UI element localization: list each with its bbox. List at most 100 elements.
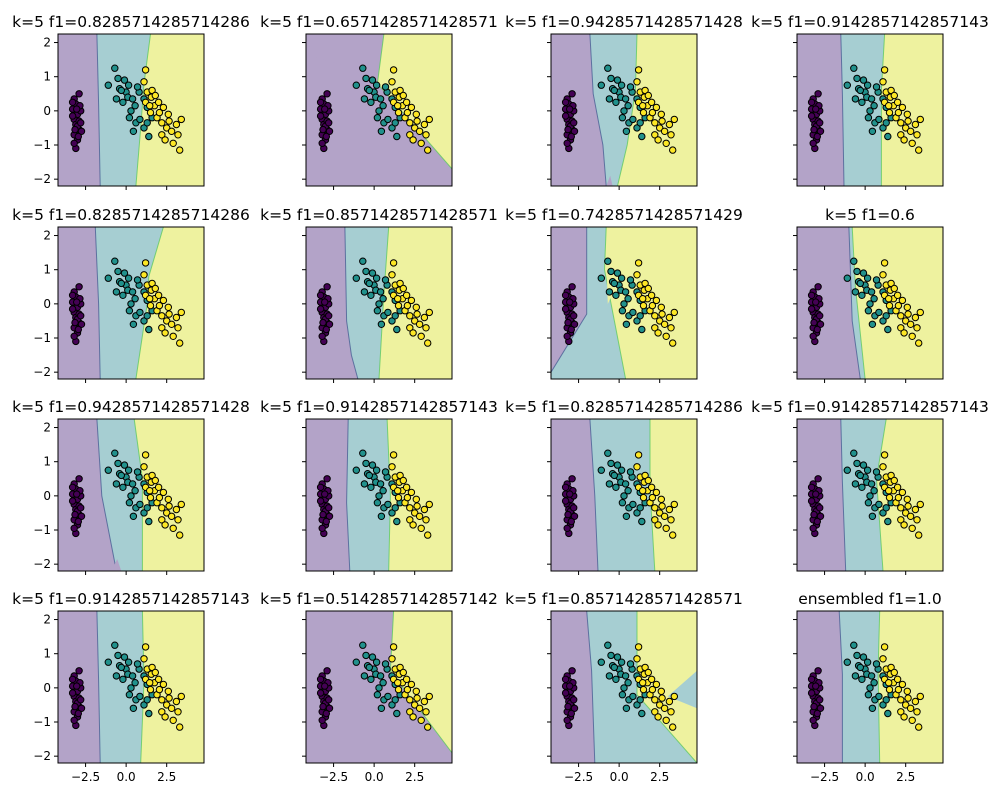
data-point — [884, 132, 892, 141]
data-point — [915, 531, 923, 539]
region-class-2 — [387, 419, 452, 571]
data-point — [563, 524, 571, 532]
data-point — [651, 504, 659, 512]
boundary-1-2 — [386, 419, 391, 571]
x-tick-label: 0.0 — [117, 770, 136, 784]
data-point — [140, 701, 148, 709]
data-point — [567, 709, 575, 718]
data-point — [654, 713, 662, 721]
data-point — [402, 291, 411, 299]
data-point — [887, 663, 895, 672]
data-point — [68, 675, 77, 683]
data-point — [657, 110, 665, 119]
data-point — [622, 127, 631, 136]
data-point — [322, 709, 330, 718]
data-point — [319, 318, 327, 327]
data-point — [406, 516, 414, 524]
data-point — [660, 704, 669, 712]
data-point — [146, 108, 155, 117]
subplot-title: k=5 f1=0.8285714285714286 — [505, 398, 743, 416]
decision-regions — [797, 419, 943, 571]
data-point — [71, 318, 79, 327]
data-point — [154, 675, 163, 683]
data-point — [163, 701, 171, 709]
data-point — [607, 651, 615, 660]
boundary-1-2 — [851, 227, 866, 379]
data-point — [626, 660, 635, 668]
data-point — [167, 512, 176, 520]
data-point — [394, 102, 402, 110]
data-point — [359, 257, 367, 265]
subplot-7: k=5 f1=0.7428571428571429 — [505, 206, 743, 383]
data-point — [908, 524, 916, 532]
data-point — [570, 512, 579, 520]
data-point — [612, 98, 620, 107]
boundary-1-2 — [880, 34, 886, 186]
data-point — [424, 146, 432, 154]
data-point — [906, 127, 915, 136]
data-point — [894, 493, 903, 502]
data-point — [393, 709, 401, 718]
data-point — [367, 483, 375, 491]
boundary-0-1 — [551, 227, 588, 373]
data-point — [638, 709, 646, 718]
data-point — [816, 127, 825, 136]
data-point — [318, 139, 326, 148]
boundary-1-2 — [378, 227, 390, 379]
data-point — [866, 684, 874, 692]
data-point — [561, 483, 570, 491]
data-point — [425, 308, 433, 317]
data-point — [412, 495, 420, 503]
data-point — [916, 308, 924, 317]
data-point — [323, 283, 331, 291]
data-point — [893, 291, 902, 299]
data-point — [399, 284, 407, 293]
y-tick-label: −2 — [33, 172, 51, 186]
data-point — [163, 317, 171, 325]
data-point — [807, 689, 816, 697]
data-point — [570, 696, 578, 704]
subplot-title: k=5 f1=0.8285714285714286 — [12, 206, 250, 224]
data-point — [644, 476, 652, 485]
data-point — [176, 723, 184, 731]
data-point — [165, 117, 173, 125]
data-point — [566, 682, 574, 690]
data-point — [897, 696, 905, 704]
data-point — [893, 98, 902, 107]
data-point — [136, 308, 144, 317]
data-point — [610, 471, 618, 480]
data-point — [406, 131, 414, 139]
data-point — [916, 115, 924, 124]
data-point — [644, 91, 652, 100]
region-patch-1 — [606, 175, 613, 186]
x-tick-label: 0.0 — [365, 770, 384, 784]
data-point — [128, 95, 137, 103]
decision-regions — [551, 34, 697, 186]
data-point — [641, 471, 649, 480]
data-point — [885, 685, 894, 694]
data-point — [352, 658, 360, 666]
data-point — [131, 102, 139, 110]
data-point — [636, 504, 644, 512]
data-point — [564, 125, 572, 134]
data-point — [158, 324, 166, 332]
data-point — [660, 127, 669, 136]
data-point — [561, 689, 570, 697]
data-point — [407, 296, 416, 305]
data-point — [140, 509, 148, 517]
data-point — [169, 716, 177, 724]
region-class-0 — [551, 34, 607, 186]
data-point — [417, 332, 425, 340]
data-point — [651, 312, 659, 320]
data-point — [409, 713, 417, 721]
data-point — [904, 502, 912, 510]
data-point — [604, 449, 612, 457]
data-point — [911, 697, 920, 706]
region-class-2 — [135, 34, 204, 186]
data-point — [120, 76, 129, 84]
subplot-title: k=5 f1=0.8571428571428571 — [260, 206, 498, 224]
x-tick-label: 2.5 — [650, 770, 669, 784]
data-point — [131, 295, 139, 303]
data-point — [164, 687, 173, 695]
data-point — [125, 307, 134, 315]
